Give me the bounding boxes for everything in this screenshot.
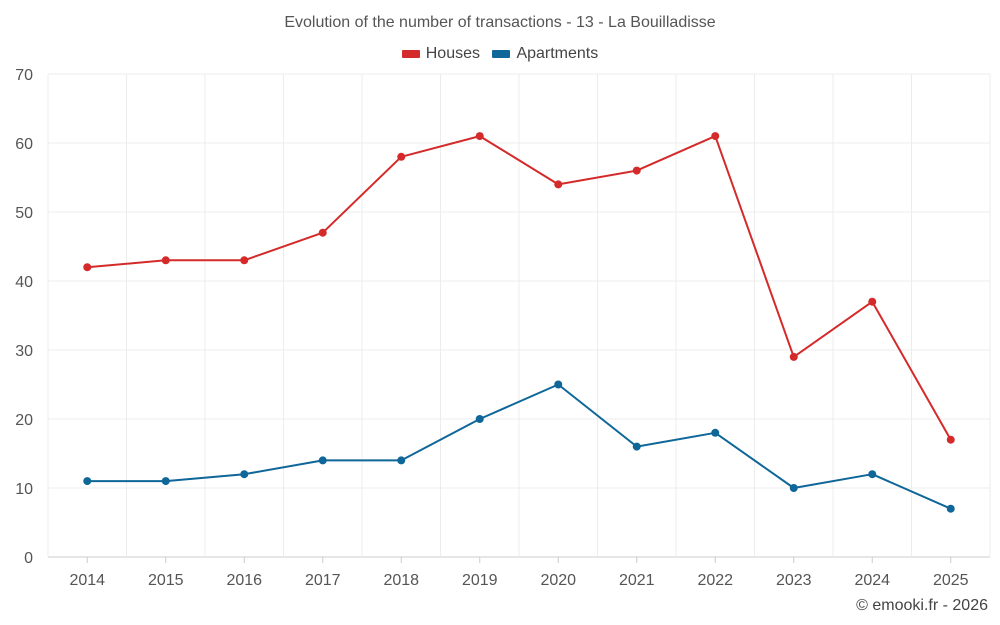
point-houses-2022 xyxy=(711,132,720,141)
point-apartments-2014 xyxy=(83,477,92,486)
y-tick-label: 40 xyxy=(15,274,33,291)
point-apartments-2024 xyxy=(868,470,877,479)
point-houses-2021 xyxy=(632,166,641,175)
series-layer xyxy=(83,132,955,513)
point-apartments-2017 xyxy=(318,456,327,465)
x-tick-label: 2021 xyxy=(619,572,655,589)
x-tick-label: 2024 xyxy=(854,572,890,589)
point-houses-2017 xyxy=(318,228,327,237)
point-houses-2019 xyxy=(475,132,484,141)
y-tick-label: 30 xyxy=(15,343,33,360)
y-tick-label: 70 xyxy=(15,67,33,84)
legend-item-houses[interactable]: Houses xyxy=(401,45,480,63)
point-apartments-2021 xyxy=(632,442,641,451)
x-tick-label: 2019 xyxy=(462,572,498,589)
point-apartments-2025 xyxy=(946,504,955,513)
point-houses-2020 xyxy=(554,180,563,189)
point-houses-2014 xyxy=(83,263,92,272)
point-apartments-2018 xyxy=(397,456,406,465)
point-apartments-2015 xyxy=(161,477,170,486)
point-apartments-2022 xyxy=(711,428,720,437)
legend-label-apartments: Apartments xyxy=(516,45,599,62)
x-tick-label: 2017 xyxy=(305,572,341,589)
series-line-houses xyxy=(87,135,952,441)
x-tick-label: 2016 xyxy=(226,572,262,589)
chart-title: Evolution of the number of transactions … xyxy=(284,14,716,31)
x-tick-label: 2023 xyxy=(776,572,812,589)
point-houses-2018 xyxy=(397,152,406,161)
x-tick-label: 2018 xyxy=(383,572,419,589)
y-tick-label: 50 xyxy=(15,205,33,222)
point-houses-2016 xyxy=(240,256,249,265)
point-houses-2023 xyxy=(789,352,798,361)
y-tick-label: 0 xyxy=(24,550,33,567)
y-tick-label: 20 xyxy=(15,412,33,429)
legend-swatch-apartments xyxy=(492,50,511,58)
x-tick-label: 2022 xyxy=(697,572,733,589)
point-apartments-2016 xyxy=(240,470,249,479)
point-apartments-2023 xyxy=(789,484,798,492)
legend: Houses Apartments xyxy=(0,45,1000,63)
x-tick-label: 2015 xyxy=(148,572,184,589)
series-line-apartments xyxy=(87,383,952,510)
legend-item-apartments[interactable]: Apartments xyxy=(492,45,598,63)
point-apartments-2020 xyxy=(554,380,563,389)
point-houses-2015 xyxy=(161,256,170,265)
watermark: © emooki.fr - 2026 xyxy=(856,597,988,614)
x-tick-label: 2014 xyxy=(69,572,105,589)
legend-label-houses: Houses xyxy=(425,45,480,62)
y-tick-label: 10 xyxy=(15,481,33,498)
y-tick-label: 60 xyxy=(15,136,33,153)
grid-layer xyxy=(47,73,991,558)
x-tick-label: 2020 xyxy=(540,572,576,589)
x-tick-label: 2025 xyxy=(933,572,969,589)
point-houses-2024 xyxy=(868,297,877,306)
axis-layer: 0 10 20 30 40 50 60 70 2014 2015 2016 2017 2018 2019 2… xyxy=(15,67,968,589)
point-apartments-2019 xyxy=(475,415,484,423)
legend-swatch-houses xyxy=(401,50,420,58)
point-houses-2025 xyxy=(946,435,955,444)
